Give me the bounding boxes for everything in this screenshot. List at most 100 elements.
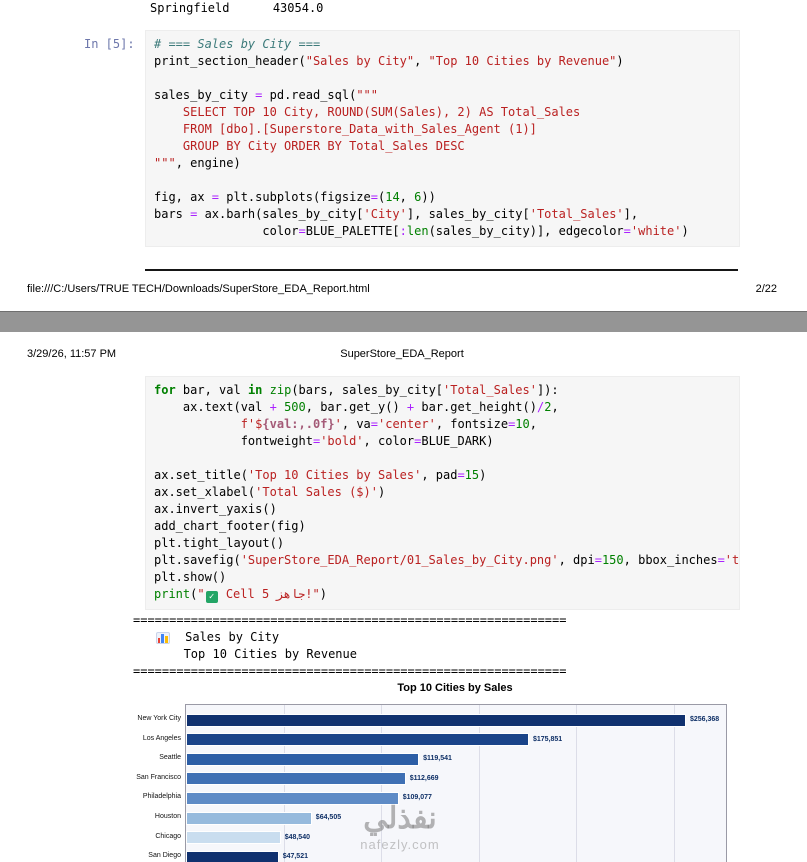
code-line: plt.tight_layout() (154, 535, 731, 552)
y-axis-label: Los Angeles (142, 734, 181, 742)
code-token: ) (377, 485, 386, 499)
code-token: 2 (544, 400, 552, 414)
y-axis-label: Chicago (155, 832, 181, 840)
code-line: f'${val:,.0f}', va='center', fontsize=10… (154, 416, 731, 433)
y-axis-label: Philadelphia (142, 793, 181, 801)
code-token: bar.get_height() (414, 400, 537, 414)
code-token: ) (479, 468, 487, 482)
code-token: ( (377, 190, 386, 204)
code-token: = (370, 417, 379, 431)
chart-bar (186, 831, 281, 845)
bar-value-label: $64,505 (315, 814, 342, 821)
code-token: print (154, 587, 191, 601)
plot-area: $256,368 $175,851 $119,541 $112,669 $109,077… (185, 704, 727, 862)
code-line (154, 70, 731, 87)
code-token: fig, ax (154, 190, 212, 204)
page-2: Springfield 43054.0 In [5]: # === Sales … (0, 0, 807, 311)
code-token: plt.subplots(figsize (219, 190, 371, 204)
code-token: GROUP BY City ORDER BY Total_Sales DESC (154, 139, 465, 153)
code-token: , bbox_inches (623, 553, 718, 567)
code-token: , (529, 417, 537, 431)
code-token: 6 (414, 190, 422, 204)
code-token: = (623, 224, 631, 238)
code-token: pd.read_sql( (262, 88, 357, 102)
code-line: ax.text(val + 500, bar.get_y() + bar.get… (154, 399, 731, 416)
code-token: 14 (385, 190, 400, 204)
code-token: plt.savefig( (154, 553, 241, 567)
code-token: = (717, 553, 725, 567)
code-token: = (312, 434, 321, 448)
print-footer-url: file:///C:/Users/TRUE TECH/Downloads/Sup… (27, 283, 370, 295)
code-token: 150 (601, 553, 624, 567)
code-cell-1-code: # === Sales by City === print_section_hea… (154, 36, 731, 240)
code-token: f'$ (240, 417, 263, 431)
code-token: ], (623, 207, 639, 221)
code-token: for (154, 383, 176, 397)
code-line: Top 10 Cities by Revenue (133, 646, 566, 663)
code-token: BLUE_DARK) (421, 434, 494, 448)
code-token: ax.set_title( (154, 468, 248, 482)
code-token: add_chart_footer(fig) (154, 519, 306, 533)
chart-bar (186, 850, 279, 862)
code-line: ax.invert_yaxis() (154, 501, 731, 518)
code-token: 'tig (724, 553, 740, 567)
bar-value-label: $256,368 (690, 716, 720, 723)
code-token: 'bold' (320, 434, 364, 448)
code-token: ========================================… (133, 664, 567, 678)
code-token (262, 383, 269, 397)
code-token: # === Sales by City === (154, 37, 321, 51)
code-token: (bars, sales_by_city[ (291, 383, 444, 397)
code-line: FROM [dbo].[Superstore_Data_with_Sales_A… (154, 121, 731, 138)
chart-bar (186, 713, 686, 727)
code-token: 'City' (363, 207, 407, 221)
code-token: bars (154, 207, 191, 221)
code-token: in (247, 383, 263, 397)
bar-chart-emoji-icon (155, 632, 170, 644)
code-token: ax.text(val (154, 400, 270, 414)
code-token: "Top 10 Cities by Revenue" (428, 54, 617, 68)
code-token: 'Total_Sales' (443, 383, 537, 397)
chart-image: Top 10 Cities by Sales $256,368 $175,851 $… (130, 680, 742, 862)
code-token: ], sales_by_city[ (406, 207, 530, 221)
code-cell-continuation: for bar, val in zip(bars, sales_by_city[… (145, 376, 740, 610)
code-token (154, 417, 241, 431)
code-token: fontweight (154, 434, 313, 448)
code-line: GROUP BY City ORDER BY Total_Sales DESC (154, 138, 731, 155)
chart-bar (186, 772, 406, 786)
code-token: Cell 5 جاهز!" (218, 587, 320, 601)
check-mark-emoji-icon: ✓ (205, 591, 218, 603)
gridline (673, 705, 675, 862)
code-token: ========================================… (133, 613, 567, 627)
code-token: : (399, 224, 407, 238)
code-token: = (190, 207, 198, 221)
code-token: , color (363, 434, 415, 448)
code-line: for bar, val in zip(bars, sales_by_city[… (154, 382, 731, 399)
code-cell-in5: # === Sales by City === print_section_hea… (145, 30, 740, 247)
gridline (576, 705, 578, 862)
code-token: = (457, 468, 465, 482)
code-line: SELECT TOP 10 City, ROUND(SUM(Sales), 2)… (154, 104, 731, 121)
code-token: ( (190, 587, 198, 601)
code-token: , fontsize (435, 417, 509, 431)
code-line: print_section_header("Sales by City", "T… (154, 53, 731, 70)
chart-bar (186, 791, 399, 805)
code-token: 500 (284, 400, 306, 414)
code-token: FROM [dbo].[Superstore_Data_with_Sales_A… (154, 122, 537, 136)
code-token (133, 630, 155, 644)
code-line: fig, ax = plt.subplots(figsize=(14, 6)) (154, 189, 731, 206)
code-token: """ (356, 88, 378, 102)
code-token: )) (421, 190, 436, 204)
code-token: 'Top 10 Cities by Sales' (247, 468, 422, 482)
code-token: bar, val (175, 383, 248, 397)
code-token: = (594, 553, 602, 567)
code-token: 'white' (630, 224, 682, 238)
code-line: ax.set_xlabel('Total Sales ($)') (154, 484, 731, 501)
code-token: color (154, 224, 299, 238)
code-token: , (551, 400, 559, 414)
print-header-title: SuperStore_EDA_Report (340, 348, 464, 360)
code-token: , (414, 54, 429, 68)
code-token: ) (616, 54, 624, 68)
code-token: 'center' (378, 417, 436, 431)
page-3: SuperStore_EDA_Report 3/29/26, 11:57 PM … (0, 332, 807, 862)
